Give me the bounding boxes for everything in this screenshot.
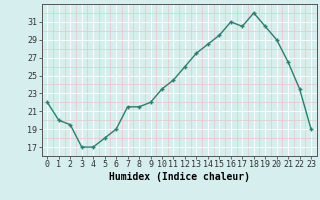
X-axis label: Humidex (Indice chaleur): Humidex (Indice chaleur) [109,172,250,182]
